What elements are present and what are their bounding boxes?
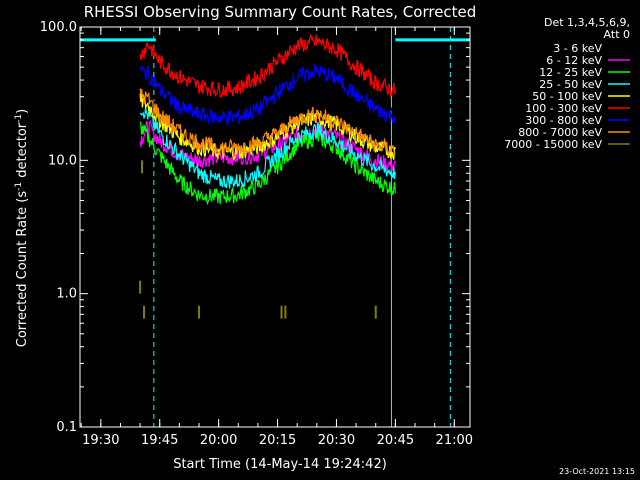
series-6-12-kev-line: [139, 119, 396, 172]
x-tick-label-2: 20:00: [200, 433, 237, 448]
x-tick-label-0: 19:30: [82, 433, 119, 448]
series-800-7000-kev-line: [139, 88, 396, 156]
legend-label-300-800-kev: 300 - 800 keV: [525, 114, 602, 127]
x-tick-label-1: 19:45: [141, 433, 178, 448]
y-axis-label-end: ): [15, 109, 30, 114]
series-3-6-kev-line: [139, 93, 397, 241]
series-100-300-kev-line: [139, 33, 396, 99]
y-axis: 100.0 10.0 1.0 0.1: [40, 20, 470, 435]
y-axis-label-mid: detector: [15, 122, 30, 182]
legend-label-3-6-kev: 3 - 6 keV: [553, 42, 602, 55]
x-tick-label-5: 20:45: [377, 433, 414, 448]
chart-title: RHESSI Observing Summary Count Rates, Co…: [84, 3, 477, 21]
legend-label-6-12-kev: 6 - 12 keV: [546, 54, 602, 67]
y-axis-label: Corrected Count Rate (s-1 detector-1): [14, 109, 30, 347]
legend-label-25-50-kev: 25 - 50 keV: [539, 78, 602, 91]
y-tick-label-2: 1.0: [56, 287, 77, 302]
plot-frame: [79, 26, 471, 428]
legend-label-50-100-kev: 50 - 100 keV: [532, 90, 602, 103]
y-axis-label-sup2: -1: [14, 114, 24, 123]
series-25-50-kev-line: [140, 106, 396, 189]
x-axis: 19:30 19:45 20:00 20:15 20:30 20:45 21:00: [80, 27, 473, 448]
y-tick-label-1: 10.0: [48, 153, 77, 168]
x-tick-label-4: 20:30: [318, 433, 355, 448]
legend-header-attenuator: Att 0: [604, 28, 630, 41]
y-axis-label-main: Corrected Count Rate (s: [15, 191, 30, 348]
series-300-800-kev-line: [139, 64, 396, 127]
y-tick-label-0: 100.0: [40, 20, 77, 35]
x-tick-label-6: 21:00: [436, 433, 473, 448]
y-axis-label-sup1: -1: [14, 182, 24, 191]
legend-label-12-25-kev: 12 - 25 keV: [539, 66, 602, 79]
legend-header-detectors: Det 1,3,4,5,6,9,: [544, 16, 630, 29]
plot-area: [79, 26, 471, 428]
footer-timestamp: 23-Oct-2021 13:15: [559, 467, 635, 476]
legend-label-800-7000-kev: 800 - 7000 keV: [518, 126, 602, 139]
y-tick-label-3: 0.1: [56, 420, 77, 435]
series-50-100-kev-line: [139, 93, 396, 161]
x-axis-label: Start Time (14-May-14 19:24:42): [173, 457, 387, 472]
x-tick-label-3: 20:15: [259, 433, 296, 448]
series-12-25-kev-line: [139, 121, 396, 206]
legend-label-100-300-kev: 100 - 300 keV: [525, 102, 602, 115]
legend-label-7000-15000-kev: 7000 - 15000 keV: [504, 138, 602, 151]
